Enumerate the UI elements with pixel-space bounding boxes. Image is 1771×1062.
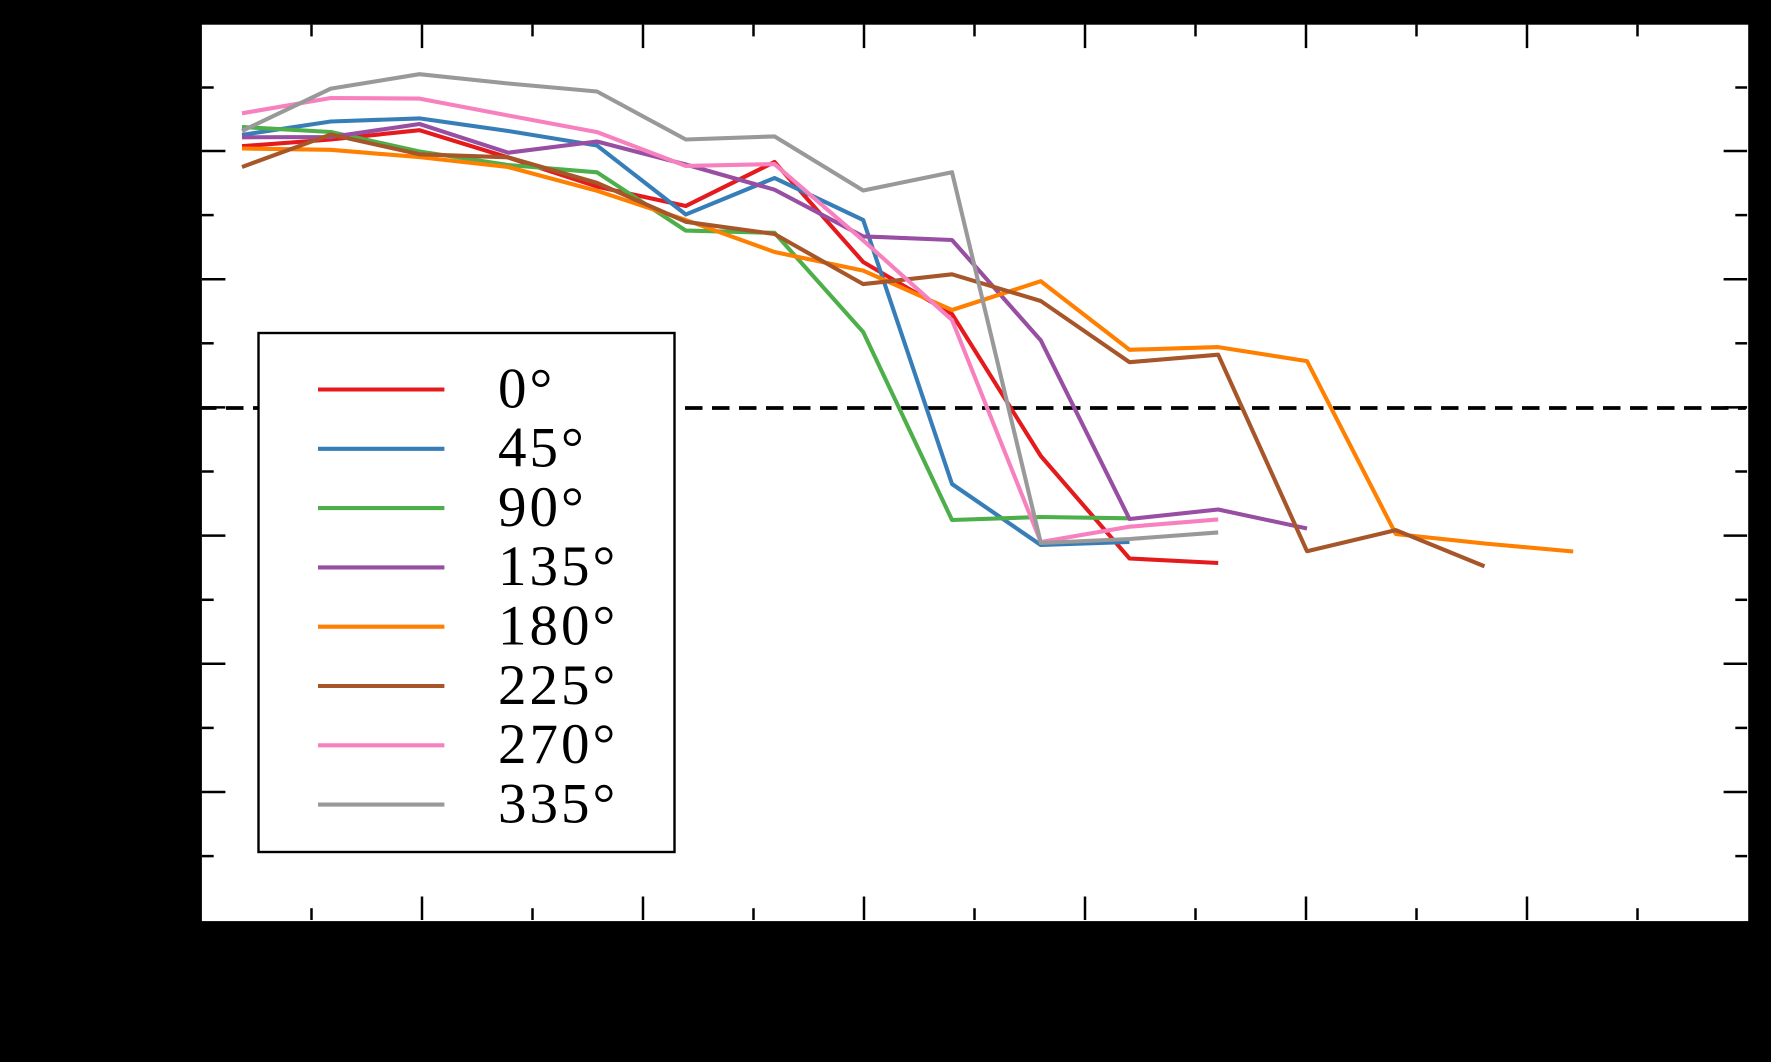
svg-text:225°: 225° [498, 654, 618, 717]
svg-text:135°: 135° [498, 535, 618, 598]
svg-text:90°: 90° [498, 476, 587, 539]
svg-text:270°: 270° [498, 713, 618, 776]
svg-text:45°: 45° [498, 417, 587, 480]
svg-text:180°: 180° [498, 595, 618, 658]
svg-text:335°: 335° [498, 772, 618, 835]
svg-text:0°: 0° [498, 357, 555, 420]
